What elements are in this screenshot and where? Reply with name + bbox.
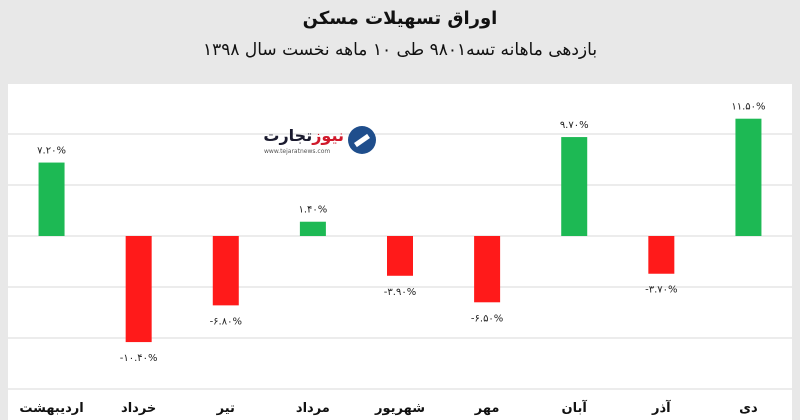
bar-8 [735, 118, 762, 236]
x-tick-label-8: دی [739, 401, 758, 416]
x-tick-label-4: شهریور [374, 401, 425, 416]
chart-subtitle: بازدهی ماهانه تسه۹۸۰۱ طی ۱۰ ماهه نخست سا… [202, 40, 598, 60]
x-tick-label-6: آبان [562, 399, 588, 416]
data-label-2: -۶.۸۰% [210, 316, 242, 327]
data-label-0: ۷.۲۰% [37, 146, 66, 157]
bar-6 [561, 137, 588, 236]
bar-7 [648, 236, 675, 274]
x-tick-label-0: اردیبهشت [19, 401, 83, 416]
chart-header: اوراق تسهیلات مسکن بازدهی ماهانه تسه۹۸۰۱… [0, 0, 800, 80]
logo-url: www.tejaratnews.com [264, 148, 331, 155]
chart-title: اوراق تسهیلات مسکن [302, 8, 498, 29]
data-label-7: -۳.۷۰% [645, 285, 677, 296]
x-tick-label-7: آذر [651, 399, 671, 416]
bar-1 [125, 236, 152, 343]
bar-0 [38, 162, 65, 236]
bar-5 [474, 236, 501, 303]
bar-4 [387, 236, 413, 276]
x-tick-label-3: مرداد [296, 401, 330, 416]
data-label-6: ۹.۷۰% [560, 120, 589, 131]
data-label-8: ۱۱.۵۰% [731, 102, 765, 113]
data-label-3: ۱.۴۰% [298, 205, 327, 216]
x-tick-label-1: خرداد [121, 401, 156, 416]
bar-3 [299, 221, 326, 236]
logo-mark-icon [348, 126, 376, 154]
data-label-5: -۶.۵۰% [471, 313, 503, 324]
tejaratnews-logo: نیوزتجارت www.tejaratnews.com [262, 124, 378, 160]
data-label-4: -۳.۹۰% [384, 287, 416, 298]
x-tick-label-5: مهر [474, 401, 500, 416]
logo-wordmark: نیوزتجارت [263, 126, 344, 145]
bar-2 [212, 236, 239, 306]
data-label-1: -۱۰.۴۰% [120, 353, 158, 364]
x-tick-label-2: تیر [216, 401, 235, 416]
